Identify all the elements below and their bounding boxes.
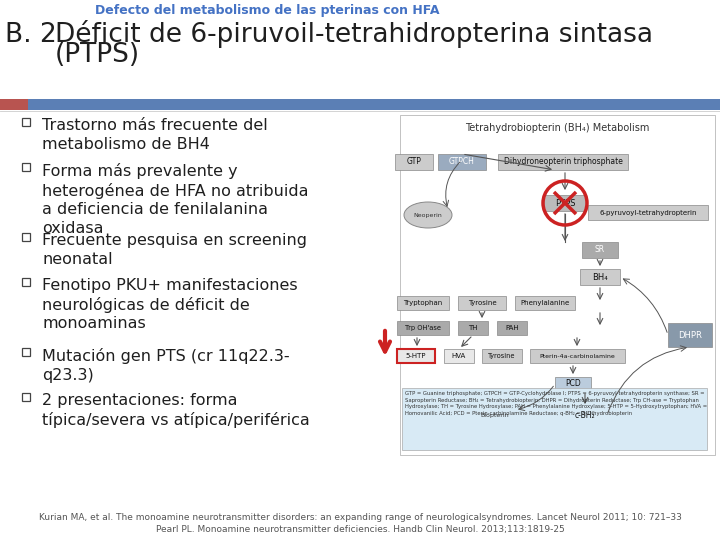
Bar bbox=[400, 115, 715, 455]
Bar bbox=[555, 377, 591, 391]
Bar bbox=[22, 233, 30, 241]
Bar bbox=[395, 154, 433, 170]
Bar bbox=[22, 348, 30, 356]
Bar bbox=[544, 195, 586, 211]
Bar bbox=[563, 407, 607, 423]
Bar bbox=[668, 323, 712, 347]
Bar bbox=[458, 296, 506, 310]
Text: 5-HTP: 5-HTP bbox=[406, 353, 426, 359]
Bar bbox=[22, 278, 30, 286]
Text: Kurian MA, et al. The monoamine neurotransmitter disorders: an expanding range o: Kurian MA, et al. The monoamine neurotra… bbox=[39, 512, 681, 534]
Text: Fenotipo PKU+ manifestaciones
neurológicas de déficit de
monoaminas: Fenotipo PKU+ manifestaciones neurológic… bbox=[42, 278, 297, 332]
Bar bbox=[582, 242, 618, 258]
Bar bbox=[580, 269, 620, 285]
Text: Trp OH'ase: Trp OH'ase bbox=[405, 325, 441, 331]
Text: Pterin-4a-carbinolamine: Pterin-4a-carbinolamine bbox=[539, 354, 616, 359]
Bar bbox=[497, 321, 527, 335]
Bar bbox=[482, 349, 522, 363]
Bar bbox=[588, 205, 708, 220]
Text: Defecto del metabolismo de las pterinas con HFA: Defecto del metabolismo de las pterinas … bbox=[95, 4, 439, 17]
Bar bbox=[397, 296, 449, 310]
Text: BH₄: BH₄ bbox=[592, 273, 608, 281]
Text: Biopterin: Biopterin bbox=[481, 413, 509, 417]
Text: Trastorno más frecuente del
metabolismo de BH4: Trastorno más frecuente del metabolismo … bbox=[42, 118, 268, 152]
Bar bbox=[498, 154, 628, 170]
Text: Tryptophan: Tryptophan bbox=[403, 300, 443, 306]
Text: Déficit de 6-piruvoil-tetrahidropterina sintasa: Déficit de 6-piruvoil-tetrahidropterina … bbox=[55, 20, 653, 48]
Bar bbox=[22, 163, 30, 171]
Text: Mutación gen PTS (cr 11q22.3-
q23.3): Mutación gen PTS (cr 11q22.3- q23.3) bbox=[42, 348, 289, 383]
Text: GTP = Guanine triphosphate; GTPCH = GTP-Cyclohydrolase I; PTPS = 6-pyruvoyl-tetr: GTP = Guanine triphosphate; GTPCH = GTP-… bbox=[405, 391, 707, 416]
Text: SR: SR bbox=[595, 246, 605, 254]
Text: GTP: GTP bbox=[407, 158, 421, 166]
Bar bbox=[444, 349, 474, 363]
Bar bbox=[402, 388, 707, 450]
Text: Tyrosine: Tyrosine bbox=[468, 300, 496, 306]
Bar bbox=[0, 99, 28, 110]
Bar bbox=[22, 118, 30, 126]
Bar bbox=[458, 321, 488, 335]
Text: Tetrahydrobiopterin (BH₄) Metabolism: Tetrahydrobiopterin (BH₄) Metabolism bbox=[465, 123, 649, 133]
Text: 2 presentaciones: forma
típica/severa vs atípica/periférica: 2 presentaciones: forma típica/severa vs… bbox=[42, 393, 310, 428]
Bar bbox=[397, 349, 435, 363]
Text: TH: TH bbox=[468, 325, 478, 331]
Text: PAH: PAH bbox=[505, 325, 519, 331]
Bar bbox=[438, 154, 486, 170]
Text: Forma más prevalente y
heterogénea de HFA no atribuida
a deficiencia de fenilala: Forma más prevalente y heterogénea de HF… bbox=[42, 163, 308, 236]
Text: Phenylalanine: Phenylalanine bbox=[521, 300, 570, 306]
Text: Neoperin: Neoperin bbox=[413, 213, 442, 218]
Text: PTPS: PTPS bbox=[554, 199, 575, 207]
Text: B. 2: B. 2 bbox=[5, 22, 57, 48]
Text: HVA: HVA bbox=[452, 353, 466, 359]
Text: Tyrosine: Tyrosine bbox=[488, 353, 516, 359]
Text: 6-pyruvoyl-tetrahydropterin: 6-pyruvoyl-tetrahydropterin bbox=[599, 210, 697, 215]
Text: DHPR: DHPR bbox=[678, 330, 702, 340]
Bar bbox=[28, 99, 720, 110]
Bar bbox=[530, 349, 625, 363]
Bar bbox=[22, 393, 30, 401]
Text: PCD: PCD bbox=[565, 380, 581, 388]
Bar bbox=[397, 321, 449, 335]
Text: c-BH₂: c-BH₂ bbox=[575, 410, 595, 420]
Text: Frecuente pesquisa en screening
neonatal: Frecuente pesquisa en screening neonatal bbox=[42, 233, 307, 267]
Ellipse shape bbox=[470, 402, 520, 428]
Text: (PTPS): (PTPS) bbox=[55, 42, 140, 68]
Ellipse shape bbox=[404, 202, 452, 228]
Text: Dihydroneopterin triphosphate: Dihydroneopterin triphosphate bbox=[503, 158, 622, 166]
Text: GTPCH: GTPCH bbox=[449, 158, 475, 166]
Bar bbox=[515, 296, 575, 310]
